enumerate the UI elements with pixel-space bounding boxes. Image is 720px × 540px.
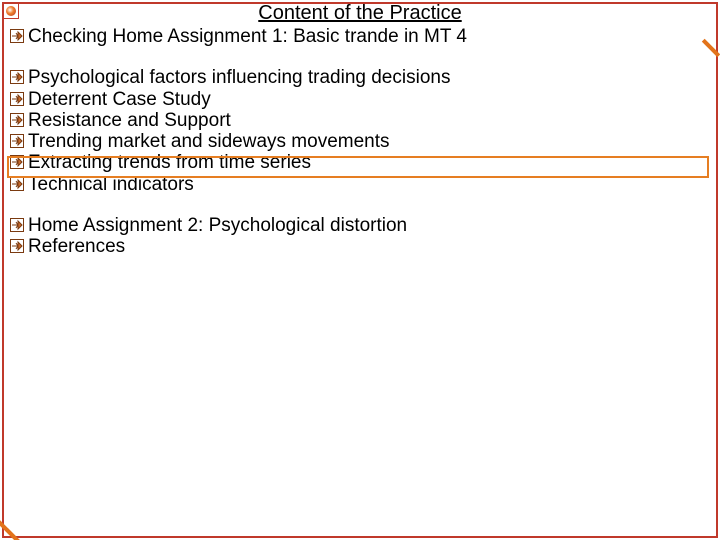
list-item: Resistance and Support — [10, 110, 710, 131]
arrow-bullet-icon — [10, 218, 24, 232]
content-area: Checking Home Assignment 1: Basic trande… — [10, 26, 710, 257]
arrow-bullet-icon — [10, 155, 24, 169]
list-item-label: Psychological factors influencing tradin… — [28, 67, 450, 88]
list-item-label: References — [28, 236, 125, 257]
list-item-label: Technical indicators — [28, 174, 194, 195]
arrow-bullet-icon — [10, 29, 24, 43]
arrow-bullet-icon — [10, 239, 24, 253]
list-item-label: Extracting trends from time series — [28, 152, 311, 173]
list-item-label: Resistance and Support — [28, 110, 231, 131]
list-item: Checking Home Assignment 1: Basic trande… — [10, 26, 710, 47]
list-item: Extracting trends from time series — [10, 152, 710, 173]
list-item-label: Trending market and sideways movements — [28, 131, 390, 152]
list-item: Deterrent Case Study — [10, 89, 710, 110]
arrow-bullet-icon — [10, 70, 24, 84]
list-item: References — [10, 236, 710, 257]
arrow-bullet-icon — [10, 92, 24, 106]
spacer — [10, 195, 710, 215]
list-item: Trending market and sideways movements — [10, 131, 710, 152]
spacer — [10, 47, 710, 67]
page-title: Content of the Practice — [0, 2, 720, 25]
list-item-label: Deterrent Case Study — [28, 89, 211, 110]
list-item: Psychological factors influencing tradin… — [10, 67, 710, 88]
list-item-label: Checking Home Assignment 1: Basic trande… — [28, 26, 467, 47]
list-item: Home Assignment 2: Psychological distort… — [10, 215, 710, 236]
slide: Content of the Practice Checking Home As… — [0, 0, 720, 540]
list-item-label: Home Assignment 2: Psychological distort… — [28, 215, 407, 236]
list-item: Technical indicators — [10, 174, 710, 195]
arrow-bullet-icon — [10, 177, 24, 191]
arrow-bullet-icon — [10, 134, 24, 148]
arrow-bullet-icon — [10, 113, 24, 127]
